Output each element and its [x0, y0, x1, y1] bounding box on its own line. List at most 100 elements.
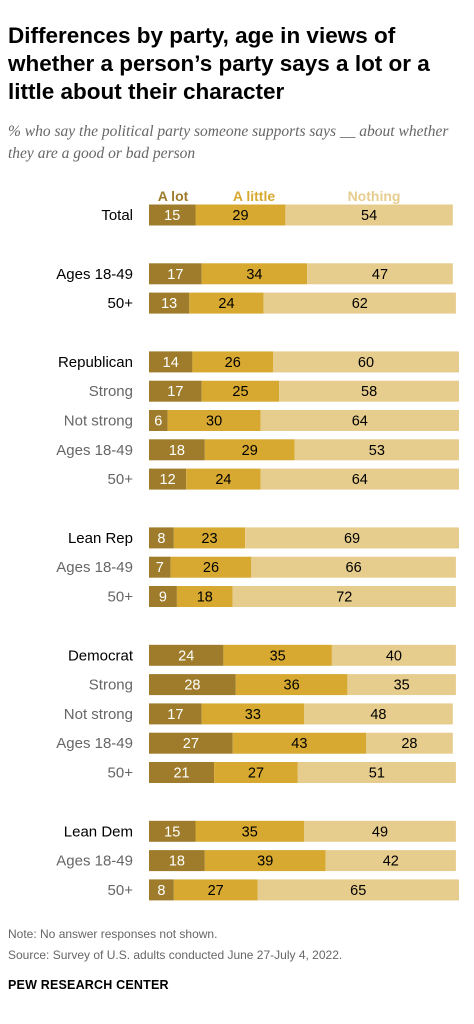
- row-16-lean-dem-value-nothing: 49: [372, 824, 388, 840]
- row-15-50-bar-a-lot: [149, 762, 215, 783]
- row-8-lean-rep-value-a-lot: 8: [157, 531, 165, 547]
- row-1-ages-18-49-label: Ages 18-49: [56, 266, 133, 283]
- row-6-ages-18-49-value-nothing: 53: [369, 443, 385, 459]
- row-9-ages-18-49-bar-a-lot: [149, 556, 171, 578]
- row-15-50-value-nothing: 51: [369, 766, 385, 782]
- row-14-ages-18-49-bar-a-little: [232, 732, 366, 754]
- row-16-lean-dem-value-a-little: 35: [242, 824, 258, 840]
- row-13-not-strong-bar-a-little: [201, 703, 304, 725]
- row-18-50-value-nothing: 65: [350, 883, 366, 899]
- row-16-lean-dem-bar-nothing: [304, 820, 456, 842]
- row-1-ages-18-49-value-a-little: 34: [246, 267, 262, 283]
- row-6-ages-18-49-value-a-lot: 18: [169, 443, 185, 459]
- row-0-total-bar-a-little: [195, 204, 286, 226]
- row-2-50-label: 50+: [108, 295, 134, 312]
- row-14-ages-18-49-value-nothing: 28: [401, 736, 417, 752]
- row-9-ages-18-49-bar-nothing: [251, 556, 456, 578]
- row-0-total-bar-nothing: [285, 204, 453, 226]
- row-2-50-bar-a-lot: [149, 292, 190, 314]
- row-15-50-label: 50+: [108, 765, 134, 782]
- row-11-democrat-value-nothing: 40: [386, 648, 402, 664]
- row-3-republican-value-a-little: 26: [225, 355, 241, 371]
- row-10-50-value-a-little: 18: [197, 590, 213, 606]
- row-0-total-value-a-lot: 15: [164, 208, 180, 224]
- row-13-not-strong-bar-a-lot: [149, 703, 202, 725]
- row-15-50-value-a-lot: 21: [173, 766, 189, 782]
- row-11-democrat-bar-nothing: [331, 644, 456, 666]
- row-11-democrat-value-a-little: 35: [270, 648, 286, 664]
- row-13-not-strong-label: Not strong: [64, 706, 133, 723]
- row-16-lean-dem-bar-a-lot: [149, 820, 196, 842]
- row-13-not-strong-value-a-little: 33: [245, 707, 261, 723]
- row-2-50-bar-a-little: [189, 292, 264, 314]
- row-4-strong-value-nothing: 58: [361, 384, 377, 400]
- row-4-strong-value-a-lot: 17: [167, 384, 183, 400]
- row-9-ages-18-49-label: Ages 18-49: [56, 559, 133, 576]
- row-16-lean-dem-label: Lean Dem: [64, 823, 133, 840]
- row-3-republican-value-nothing: 60: [358, 355, 374, 371]
- row-7-50-bar-nothing: [260, 468, 459, 490]
- row-17-ages-18-49-label: Ages 18-49: [56, 853, 133, 870]
- row-7-50-value-a-little: 24: [215, 472, 231, 488]
- row-11-democrat-label: Democrat: [68, 647, 134, 664]
- row-10-50-value-nothing: 72: [336, 590, 352, 606]
- stacked-bar-chart: A lot A little Nothing Total 15 29 54 Ages 18-4…: [56, 188, 459, 901]
- row-9-ages-18-49-bar-a-little: [170, 556, 252, 578]
- row-17-ages-18-49-bar-nothing: [325, 850, 456, 872]
- row-7-50-value-nothing: 64: [352, 472, 368, 488]
- row-1-ages-18-49-bar-a-little: [201, 263, 308, 285]
- row-12-strong-value-a-lot: 28: [184, 678, 200, 694]
- row-0-total-value-nothing: 54: [361, 208, 377, 224]
- row-6-ages-18-49-label: Ages 18-49: [56, 442, 133, 459]
- row-12-strong-value-nothing: 35: [394, 678, 410, 694]
- legend-label-nothing: Nothing: [348, 188, 401, 204]
- row-12-strong-label: Strong: [89, 677, 133, 694]
- chart-source: Source: Survey of U.S. adults conducted …: [8, 948, 343, 962]
- row-8-lean-rep-value-a-little: 23: [201, 531, 217, 547]
- row-9-ages-18-49-value-nothing: 66: [346, 560, 362, 576]
- row-12-strong-bar-nothing: [347, 674, 456, 696]
- row-5-not-strong-value-a-lot: 6: [154, 414, 162, 430]
- row-4-strong-value-a-little: 25: [232, 384, 248, 400]
- row-5-not-strong-bar-a-little: [167, 410, 261, 431]
- row-7-50-bar-a-lot: [149, 468, 187, 490]
- row-17-ages-18-49-value-nothing: 42: [383, 854, 399, 870]
- row-2-50-value-nothing: 62: [352, 296, 368, 312]
- row-18-50-bar-a-lot: [149, 879, 174, 901]
- row-0-total-bar-a-lot: [149, 204, 196, 226]
- row-17-ages-18-49-value-a-lot: 18: [169, 854, 185, 870]
- row-17-ages-18-49-value-a-little: 39: [257, 854, 273, 870]
- row-7-50-value-a-lot: 12: [160, 472, 176, 488]
- row-11-democrat-bar-a-lot: [149, 644, 224, 666]
- row-14-ages-18-49-label: Ages 18-49: [56, 735, 133, 752]
- row-16-lean-dem-bar-a-little: [195, 820, 304, 842]
- row-4-strong-label: Strong: [89, 383, 133, 400]
- row-3-republican-value-a-lot: 14: [163, 355, 179, 371]
- row-13-not-strong-value-a-lot: 17: [167, 707, 183, 723]
- row-8-lean-rep-bar-a-little: [173, 527, 246, 549]
- row-6-ages-18-49-bar-a-little: [204, 439, 295, 461]
- row-3-republican-bar-a-lot: [149, 351, 193, 373]
- row-1-ages-18-49-bar-a-lot: [149, 263, 202, 285]
- row-16-lean-dem-value-a-lot: 15: [164, 824, 180, 840]
- chart-title: Differences by party, age in views of wh…: [8, 23, 430, 104]
- row-17-ages-18-49-bar-a-little: [204, 850, 326, 872]
- row-14-ages-18-49-bar-nothing: [366, 732, 453, 754]
- row-12-strong-bar-a-lot: [149, 674, 236, 696]
- row-10-50-value-a-lot: 9: [159, 590, 167, 606]
- row-13-not-strong-value-nothing: 48: [370, 707, 386, 723]
- row-2-50-value-a-little: 24: [218, 296, 234, 312]
- row-5-not-strong-value-a-little: 30: [206, 414, 222, 430]
- row-11-democrat-value-a-lot: 24: [178, 648, 194, 664]
- row-5-not-strong-bar-a-lot: [149, 410, 168, 431]
- row-8-lean-rep-bar-a-lot: [149, 527, 174, 549]
- row-1-ages-18-49-value-a-lot: 17: [167, 267, 183, 283]
- legend-label-a-lot: A lot: [158, 188, 189, 204]
- row-18-50-bar-a-little: [173, 879, 258, 901]
- row-18-50-value-a-little: 27: [208, 883, 224, 899]
- row-4-strong-bar-a-little: [201, 380, 280, 402]
- row-6-ages-18-49-value-a-little: 29: [242, 443, 258, 459]
- row-18-50-value-a-lot: 8: [157, 883, 165, 899]
- row-15-50-bar-a-little: [214, 762, 298, 783]
- row-2-50-bar-nothing: [263, 292, 456, 314]
